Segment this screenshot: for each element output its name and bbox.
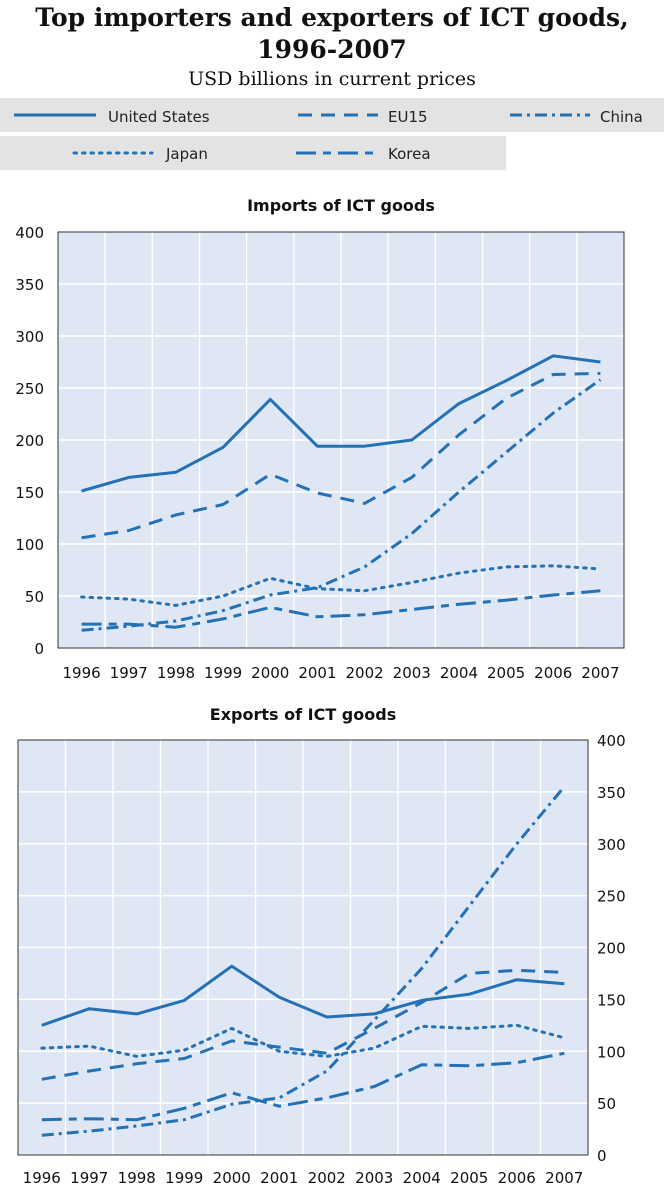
x-tick-label: 2003	[355, 1169, 393, 1187]
y-tick-label: 200	[597, 940, 626, 958]
y-tick-label: 0	[597, 1147, 607, 1165]
series-line-united-states	[81, 354, 601, 493]
x-tick-label: 1998	[157, 664, 195, 682]
series-line-china	[81, 378, 602, 632]
legend-item-japan: Japan	[72, 145, 208, 163]
chart-title: Top importers and exporters of ICT goods…	[0, 2, 664, 66]
x-tick-label: 2002	[308, 1169, 346, 1187]
y-tick-label: 400	[597, 732, 626, 750]
x-tick-label: 2005	[487, 664, 525, 682]
series-line-eu15	[41, 968, 565, 1081]
legend-label-china: China	[600, 108, 643, 126]
legend-label-korea: Korea	[388, 145, 431, 163]
x-tick-label: 2007	[545, 1169, 583, 1187]
chart-imports-of-ict-goods: Imports of ICT goods 0 50 100 150 200 250 300 35…	[15, 196, 625, 682]
x-tick-label: 2007	[581, 664, 619, 682]
x-tick-label: 1996	[62, 664, 100, 682]
x-tick-label: 1997	[70, 1169, 108, 1187]
series-line-korea	[41, 1051, 565, 1122]
legend: United States EU15 China Japan Korea	[0, 98, 664, 170]
x-tick-label: 2001	[298, 664, 336, 682]
chart-exports-of-ict-goods: Exports of ICT goods 0 50 100 150 200 250 300 35…	[17, 705, 626, 1187]
panel-title-exports-of-ict-goods: Exports of ICT goods	[210, 705, 396, 724]
y-tick-label: 100	[597, 1043, 626, 1061]
x-tick-label: 2000	[251, 664, 289, 682]
y-tick-label: 150	[597, 991, 626, 1009]
panel-title-imports-of-ict-goods: Imports of ICT goods	[247, 196, 435, 215]
legend-label-japan: Japan	[165, 145, 208, 163]
y-tick-label: 0	[34, 640, 44, 658]
y-tick-label: 300	[597, 836, 626, 854]
x-tick-label: 2006	[498, 1169, 536, 1187]
series-line-japan	[80, 564, 602, 607]
legend-label-united-states: United States	[108, 108, 210, 126]
x-tick-label: 2005	[450, 1169, 488, 1187]
series-line-eu15	[81, 371, 601, 540]
x-tick-label: 2001	[260, 1169, 298, 1187]
y-tick-label: 200	[15, 432, 44, 450]
x-tick-label: 1997	[110, 664, 148, 682]
chart-title-line1: Top importers and exporters of ICT goods…	[35, 3, 629, 32]
y-tick-label: 350	[15, 276, 44, 294]
series-line-china	[41, 785, 566, 1137]
x-tick-label: 2003	[393, 664, 431, 682]
series-line-united-states	[41, 964, 565, 1027]
y-tick-label: 50	[25, 588, 44, 606]
series-line-japan	[40, 1023, 566, 1058]
x-tick-label: 2004	[403, 1169, 441, 1187]
x-tick-label: 1999	[204, 664, 242, 682]
y-tick-label: 50	[597, 1095, 616, 1113]
x-tick-label: 2002	[345, 664, 383, 682]
legend-label-eu15: EU15	[388, 108, 428, 126]
legend-item-eu15: EU15	[298, 108, 428, 126]
x-tick-label: 2006	[534, 664, 572, 682]
legend-item-united-states: United States	[14, 108, 210, 126]
x-tick-label: 2000	[213, 1169, 251, 1187]
series-line-korea	[81, 589, 601, 629]
y-tick-label: 150	[15, 484, 44, 502]
x-tick-label: 2004	[440, 664, 478, 682]
x-tick-label: 1999	[165, 1169, 203, 1187]
y-tick-label: 250	[15, 380, 44, 398]
chart-subtitle: USD billions in current prices	[188, 68, 476, 90]
y-tick-label: 350	[597, 784, 626, 802]
y-tick-label: 400	[15, 224, 44, 242]
y-tick-label: 100	[15, 536, 44, 554]
x-tick-label: 1996	[23, 1169, 61, 1187]
x-tick-label: 1998	[118, 1169, 156, 1187]
y-tick-label: 300	[15, 328, 44, 346]
legend-item-china: China	[510, 108, 643, 126]
y-tick-label: 250	[597, 888, 626, 906]
chart-title-line2: 1996-2007	[257, 35, 407, 64]
plot-border-imports-of-ict-goods	[57, 231, 625, 649]
legend-item-korea: Korea	[296, 145, 431, 163]
plot-border-exports-of-ict-goods	[17, 739, 589, 1156]
